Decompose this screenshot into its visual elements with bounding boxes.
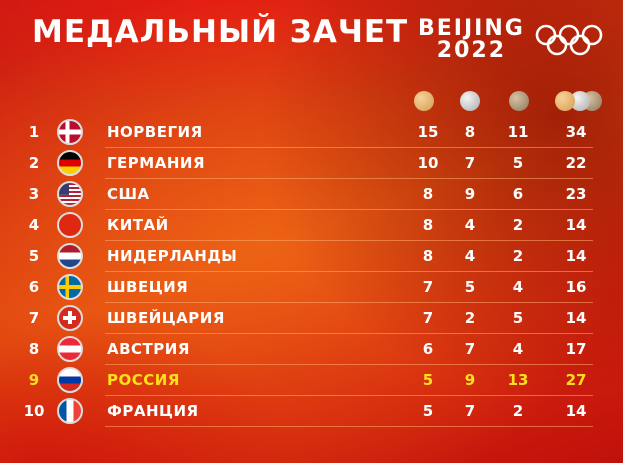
silver-count: 4 xyxy=(464,247,476,265)
country-name: РОССИЯ xyxy=(107,371,180,389)
france-flag-icon xyxy=(57,398,83,424)
gold-count: 7 xyxy=(422,309,434,327)
bronze-count: 11 xyxy=(507,123,529,141)
country-name: КИТАЙ xyxy=(107,216,169,234)
silver-count: 7 xyxy=(464,154,476,172)
rank: 6 xyxy=(28,278,40,296)
country-name: США xyxy=(107,185,150,203)
gold-count: 15 xyxy=(417,123,439,141)
total-count: 14 xyxy=(565,247,587,265)
row-divider xyxy=(105,271,593,272)
gold-count: 8 xyxy=(422,247,434,265)
olympic-rings-icon xyxy=(535,24,603,56)
silver-count: 9 xyxy=(464,371,476,389)
netherlands-flag-icon xyxy=(57,243,83,269)
table-row: 8 АВСТРИЯ 6 7 4 17 xyxy=(0,334,623,365)
row-divider xyxy=(105,395,593,396)
country-name: АВСТРИЯ xyxy=(107,340,190,358)
switzerland-flag-icon xyxy=(57,305,83,331)
total-count: 14 xyxy=(565,309,587,327)
silver-medal-icon xyxy=(460,91,480,111)
norway-flag-icon xyxy=(57,119,83,145)
total-count: 23 xyxy=(565,185,587,203)
gold-count: 7 xyxy=(422,278,434,296)
bronze-count: 13 xyxy=(507,371,529,389)
gold-count: 6 xyxy=(422,340,434,358)
total-count: 16 xyxy=(565,278,587,296)
silver-count: 9 xyxy=(464,185,476,203)
bronze-count: 6 xyxy=(512,185,524,203)
bronze-medal-icon xyxy=(509,91,529,111)
gold-medal-icon xyxy=(414,91,434,111)
silver-count: 8 xyxy=(464,123,476,141)
bronze-count: 4 xyxy=(512,340,524,358)
country-name: НИДЕРЛАНДЫ xyxy=(107,247,238,265)
country-name: НОРВЕГИЯ xyxy=(107,123,203,141)
rank: 2 xyxy=(28,154,40,172)
row-divider xyxy=(105,209,593,210)
total-count: 17 xyxy=(565,340,587,358)
silver-count: 7 xyxy=(464,340,476,358)
total-count: 27 xyxy=(565,371,587,389)
gold-count: 5 xyxy=(422,402,434,420)
gold-count: 5 xyxy=(422,371,434,389)
table-row: 2 ГЕРМАНИЯ 10 7 5 22 xyxy=(0,148,623,179)
austria-flag-icon xyxy=(57,336,83,362)
bronze-count: 4 xyxy=(512,278,524,296)
gold-count: 8 xyxy=(422,185,434,203)
usa-flag-icon xyxy=(57,181,83,207)
russia-flag-icon xyxy=(57,367,83,393)
table-row: 1 НОРВЕГИЯ 15 8 11 34 xyxy=(0,117,623,148)
row-divider xyxy=(105,426,593,427)
table-row: 5 НИДЕРЛАНДЫ 8 4 2 14 xyxy=(0,241,623,272)
rank: 4 xyxy=(28,216,40,234)
beijing-2022-logo: BEIJING 2022 xyxy=(418,18,525,62)
logo-line2: 2022 xyxy=(436,38,507,63)
table-row: 7 ШВЕЙЦАРИЯ 7 2 5 14 xyxy=(0,303,623,334)
silver-count: 7 xyxy=(464,402,476,420)
gold-count: 8 xyxy=(422,216,434,234)
country-name: ШВЕЦИЯ xyxy=(107,278,189,296)
table-row: 3 США 8 9 6 23 xyxy=(0,179,623,210)
row-divider xyxy=(105,302,593,303)
table-row: 4 КИТАЙ 8 4 2 14 xyxy=(0,210,623,241)
logo-line1: BEIJING xyxy=(418,16,525,41)
bronze-count: 2 xyxy=(512,216,524,234)
country-name: ФРАНЦИЯ xyxy=(107,402,199,420)
rank: 8 xyxy=(28,340,40,358)
row-divider xyxy=(105,240,593,241)
silver-count: 5 xyxy=(464,278,476,296)
rank: 5 xyxy=(28,247,40,265)
rank: 7 xyxy=(28,309,40,327)
row-divider xyxy=(105,147,593,148)
gold-count: 10 xyxy=(417,154,439,172)
silver-count: 2 xyxy=(464,309,476,327)
rank: 3 xyxy=(28,185,40,203)
total-count: 14 xyxy=(565,402,587,420)
germany-flag-icon xyxy=(57,150,83,176)
rank: 10 xyxy=(23,402,45,420)
bronze-count: 5 xyxy=(512,154,524,172)
row-divider xyxy=(105,333,593,334)
table-row: 6 ШВЕЦИЯ 7 5 4 16 xyxy=(0,272,623,303)
sweden-flag-icon xyxy=(57,274,83,300)
total-count: 34 xyxy=(565,123,587,141)
row-divider xyxy=(105,178,593,179)
total-count: 22 xyxy=(565,154,587,172)
bronze-count: 2 xyxy=(512,402,524,420)
country-name: ГЕРМАНИЯ xyxy=(107,154,205,172)
silver-count: 4 xyxy=(464,216,476,234)
table-row: 9 РОССИЯ 5 9 13 27 xyxy=(0,365,623,396)
table-row: 10 ФРАНЦИЯ 5 7 2 14 xyxy=(0,396,623,427)
rank: 9 xyxy=(28,371,40,389)
rank: 1 xyxy=(28,123,40,141)
bronze-count: 5 xyxy=(512,309,524,327)
china-flag-icon xyxy=(57,212,83,238)
bronze-count: 2 xyxy=(512,247,524,265)
country-name: ШВЕЙЦАРИЯ xyxy=(107,309,225,327)
total-count: 14 xyxy=(565,216,587,234)
page-title: МЕДАЛЬНЫЙ ЗАЧЕТ xyxy=(32,14,409,50)
row-divider xyxy=(105,364,593,365)
